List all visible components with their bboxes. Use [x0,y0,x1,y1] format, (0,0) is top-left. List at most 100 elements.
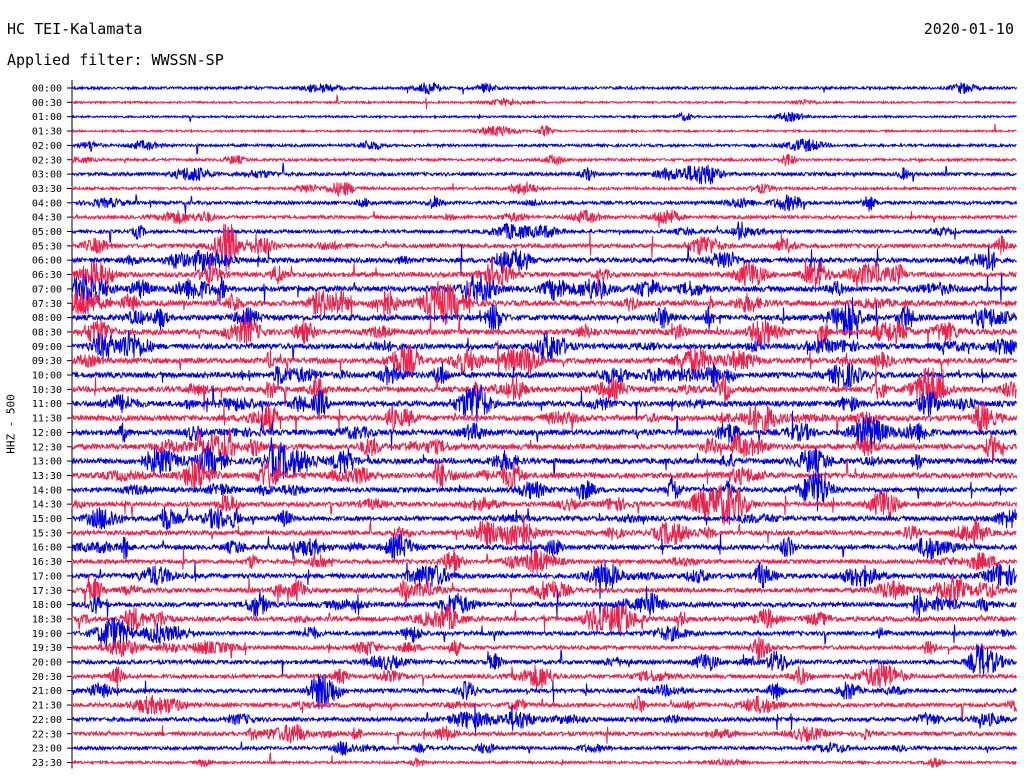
row-time-label: 18:00 [32,600,62,611]
trace-row [71,273,1017,304]
trace-row [71,604,1017,635]
trace-row [71,94,1017,110]
row-time-label: 19:30 [32,643,62,654]
trace-row [71,428,1017,461]
trace-row [71,437,1017,482]
trace-row [71,244,1017,274]
trace-row [71,123,1017,137]
row-time-label: 02:30 [32,155,62,166]
trace-row [71,586,1017,621]
row-time-label: 04:00 [32,198,62,209]
row-time-label: 05:00 [32,227,62,238]
station-title: HC TEI-Kalamata [7,20,143,38]
row-time-label: 10:00 [32,371,62,382]
row-time-label: 06:00 [32,256,62,267]
row-time-label: 00:30 [32,98,62,109]
trace-row [71,724,1017,745]
row-time-label: 07:00 [32,284,62,295]
trace-row [71,548,1017,578]
trace-row [71,515,1017,552]
trace-row [71,740,1017,756]
trace-row [71,340,1017,378]
row-time-label: 14:30 [32,500,62,511]
row-time-label: 05:30 [32,241,62,252]
date-label: 2020-01-10 [923,20,1014,38]
row-time-label: 11:30 [32,414,62,425]
row-time-label: 10:30 [32,385,62,396]
trace-row [71,255,1017,291]
trace-row [71,636,1017,661]
trace-row [71,384,1017,423]
filter-line: Applied filter: WWSSN-SP [7,51,224,69]
row-time-label: 11:00 [32,399,62,410]
row-time-label: 12:30 [32,442,62,453]
trace-row [71,209,1017,228]
filter-value: WWSSN-SP [151,51,224,69]
trace-row [71,506,1017,530]
trace-row [71,703,1017,735]
trace-row [71,362,1017,389]
trace-row [71,297,1017,340]
trace-row [71,484,1017,526]
row-time-label: 20:00 [32,658,62,669]
trace-row [71,752,1017,768]
trace-row [71,617,1017,651]
row-time-label: 18:30 [32,614,62,625]
trace-row [71,111,1017,123]
row-time-label: 16:30 [32,557,62,568]
row-time-label: 01:30 [32,127,62,138]
row-time-label: 21:00 [32,686,62,697]
row-time-label: 16:00 [32,543,62,554]
trace-row [71,154,1017,167]
trace-row [71,82,1017,95]
trace-row [71,459,1017,493]
row-time-label: 14:00 [32,485,62,496]
row-time-label: 00:00 [32,84,62,95]
row-time-label: 01:00 [32,112,62,123]
row-time-label: 23:00 [32,744,62,755]
trace-row [71,560,1017,599]
trace-row [71,138,1017,155]
row-time-label: 09:00 [32,342,62,353]
trace-row [71,311,1017,355]
trace-row [71,194,1017,214]
row-time-label: 23:30 [32,758,62,769]
trace-row [71,363,1017,414]
row-time-label: 17:00 [32,571,62,582]
row-time-label: 03:30 [32,184,62,195]
trace-row [71,534,1017,560]
trace-row [71,673,1017,710]
row-time-label: 07:30 [32,299,62,310]
row-time-label: 13:00 [32,457,62,468]
trace-row [71,469,1017,512]
trace-row [71,220,1017,244]
row-time-label: 09:30 [32,356,62,367]
trace-row [71,695,1017,721]
row-time-label: 15:00 [32,514,62,525]
row-time-label: 04:30 [32,213,62,224]
trace-row [71,223,1017,272]
row-time-label: 08:00 [32,313,62,324]
row-time-label: 12:00 [32,428,62,439]
trace-row [71,330,1017,361]
trace-row [71,574,1017,609]
row-time-label: 22:30 [32,729,62,740]
row-time-label: 21:30 [32,701,62,712]
row-time-label: 17:30 [32,586,62,597]
trace-row [71,281,1017,325]
row-time-label: 06:30 [32,270,62,281]
row-time-label: 03:00 [32,170,62,181]
trace-row [71,663,1017,697]
row-time-label: 02:00 [32,141,62,152]
trace-row [71,181,1017,197]
trace-row [71,401,1017,435]
row-time-label: 22:00 [32,715,62,726]
row-time-label: 15:30 [32,528,62,539]
row-time-label: 13:30 [32,471,62,482]
trace-row [71,643,1017,677]
row-time-label: 08:30 [32,327,62,338]
filter-label: Applied filter: [7,51,143,69]
row-time-label: 19:00 [32,629,62,640]
row-time-label: 20:30 [32,672,62,683]
